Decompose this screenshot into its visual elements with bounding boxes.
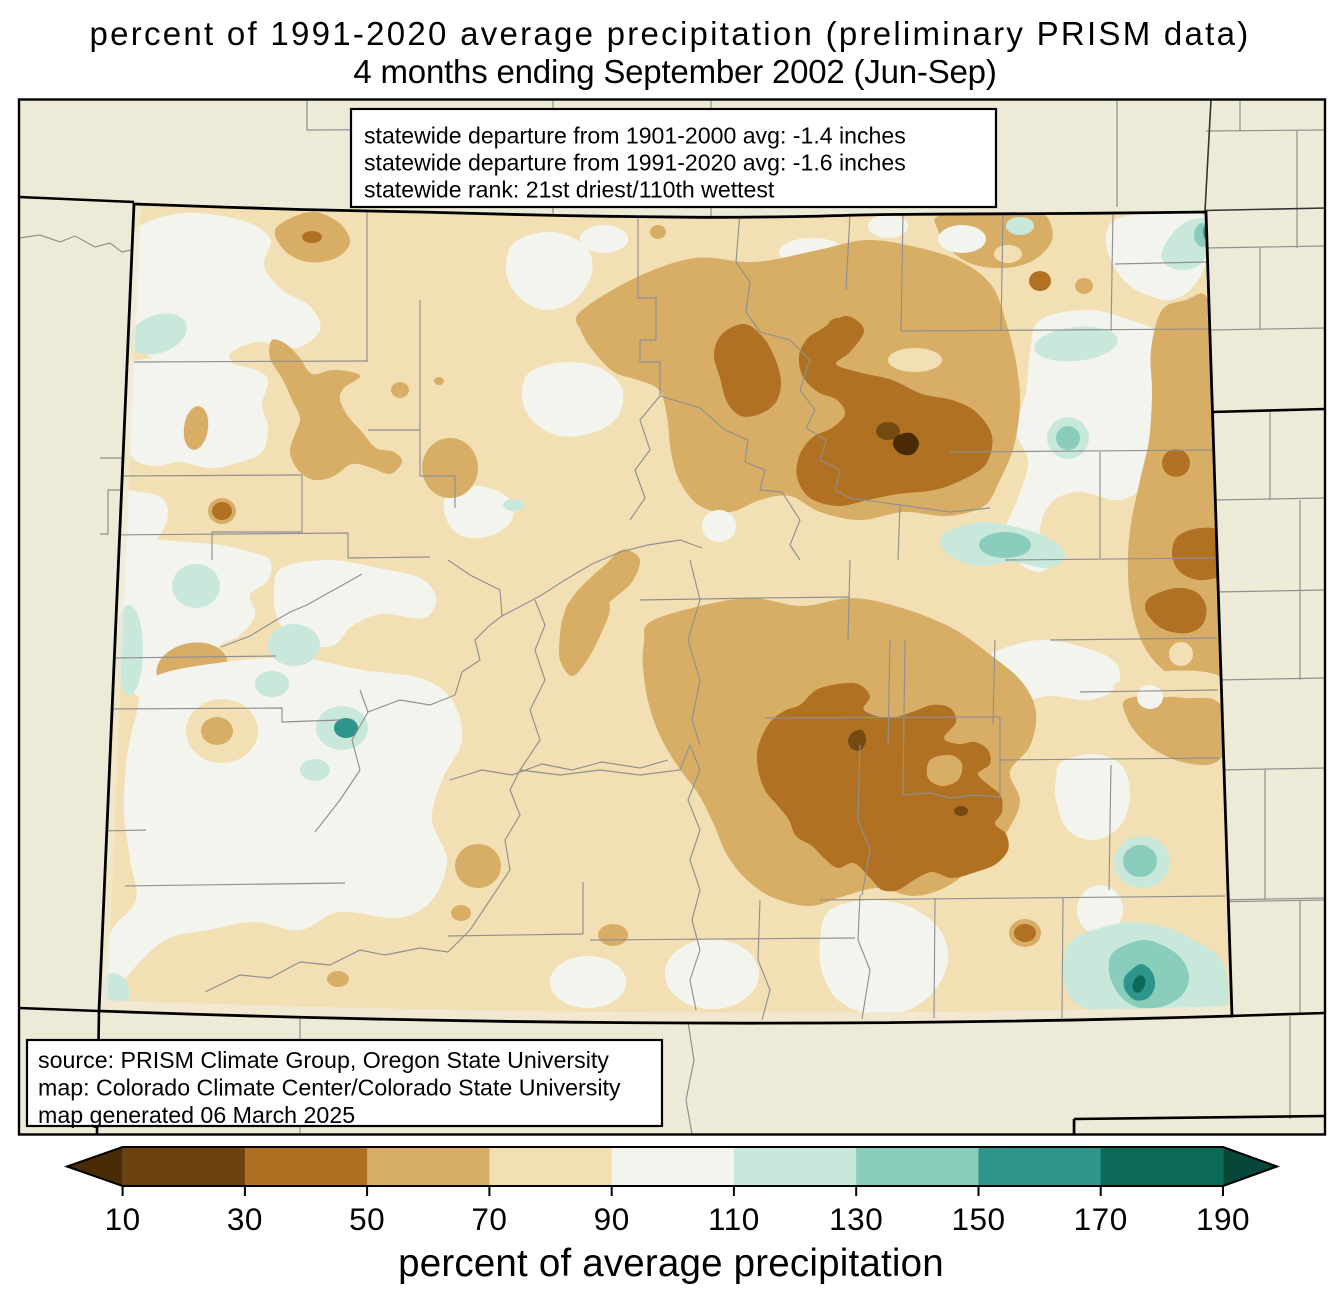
- svg-text:statewide rank: 21st driest/11: statewide rank: 21st driest/110th wettes…: [364, 177, 775, 203]
- svg-text:map generated 06 March 2025: map generated 06 March 2025: [38, 1102, 355, 1128]
- svg-text:30: 30: [227, 1201, 263, 1237]
- svg-text:170: 170: [1074, 1201, 1128, 1237]
- svg-text:70: 70: [471, 1201, 507, 1237]
- svg-text:10: 10: [105, 1201, 141, 1237]
- svg-text:percent of 1991-2020 average p: percent of 1991-2020 average precipitati…: [90, 15, 1251, 52]
- svg-text:percent of average precipitati: percent of average precipitation: [398, 1242, 944, 1285]
- svg-text:statewide departure from 1901-: statewide departure from 1901-2000 avg: …: [364, 123, 906, 149]
- svg-text:4 months ending September 2002: 4 months ending September 2002 (Jun-Sep): [353, 53, 996, 90]
- svg-text:statewide departure from 1991-: statewide departure from 1991-2020 avg: …: [364, 150, 906, 176]
- svg-text:50: 50: [349, 1201, 385, 1237]
- svg-text:90: 90: [594, 1201, 630, 1237]
- svg-text:110: 110: [708, 1201, 760, 1237]
- svg-text:190: 190: [1196, 1201, 1250, 1237]
- svg-text:130: 130: [829, 1201, 883, 1237]
- svg-text:source: PRISM Climate Group, O: source: PRISM Climate Group, Oregon Stat…: [38, 1047, 609, 1073]
- svg-text:map: Colorado Climate Center/C: map: Colorado Climate Center/Colorado St…: [38, 1075, 621, 1101]
- svg-text:150: 150: [951, 1201, 1005, 1237]
